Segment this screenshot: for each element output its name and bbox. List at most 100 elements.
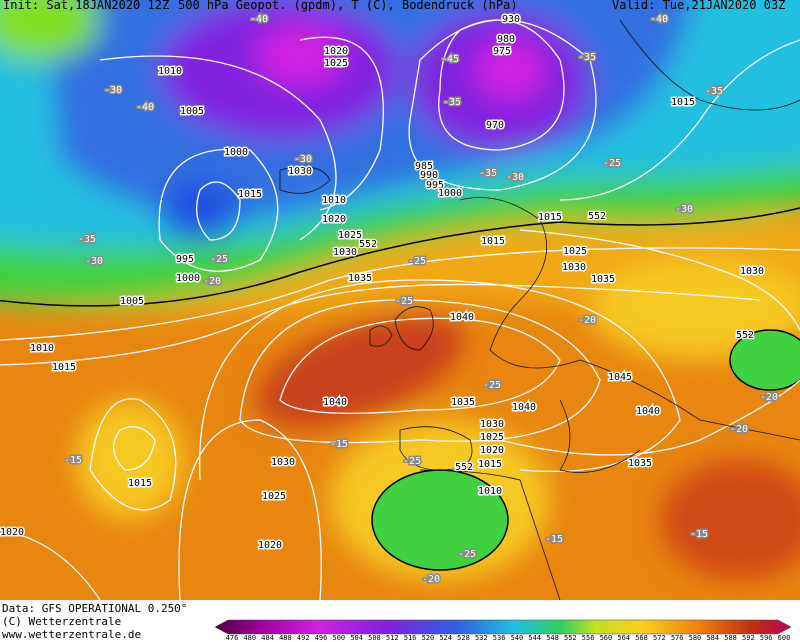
- colorbar-label: 476: [226, 634, 239, 642]
- colorbar-labels: 476 480 484 488 492 496 500 504 508 512 516 520 524 5…: [226, 634, 791, 642]
- pressure-label: 1030: [740, 266, 764, 277]
- data-source: Data: GFS OPERATIONAL 0.250°: [2, 602, 187, 615]
- colorbar-label: 504: [350, 634, 363, 642]
- colorbar-label: 496: [315, 634, 328, 642]
- colorbar-label: 512: [386, 634, 399, 642]
- contour-labels: 1010100510001020102510301015101010201025…: [0, 13, 780, 587]
- height-label: 552: [588, 211, 606, 222]
- pressure-label: 1020: [324, 46, 348, 57]
- coastlines: [279, 19, 800, 600]
- pressure-label: 930: [502, 14, 520, 25]
- temperature-label: -25: [408, 256, 426, 267]
- isobars: [0, 19, 800, 600]
- pressure-label: 1015: [52, 362, 76, 373]
- temperature-label: -20: [760, 392, 778, 403]
- temperature-label: -40: [650, 14, 668, 25]
- colorbar-label: 596: [760, 634, 773, 642]
- pressure-label: 1020: [0, 527, 24, 538]
- temperature-label: -20: [422, 574, 440, 585]
- colorbar-label: 600: [778, 634, 791, 642]
- temperature-label: -20: [203, 276, 221, 287]
- colorbar-label: 580: [689, 634, 702, 642]
- temperature-label: -15: [330, 439, 348, 450]
- pressure-label: 1015: [671, 97, 695, 108]
- copyright: (C) Wetterzentrale: [2, 615, 121, 628]
- pressure-label: 1015: [478, 459, 502, 470]
- pressure-label: 995: [426, 180, 444, 191]
- temperature-label: -30: [294, 154, 312, 165]
- colorbar-label: 492: [297, 634, 310, 642]
- pressure-label: 990: [420, 170, 438, 181]
- temperature-label: -20: [578, 315, 596, 326]
- colorbar-label: 592: [742, 634, 755, 642]
- pressure-label: 1020: [258, 540, 282, 551]
- temperature-label: -35: [479, 168, 497, 179]
- valid-time: Valid: Tue,21JAN2020 03Z: [612, 0, 785, 12]
- pressure-label: 995: [176, 254, 194, 265]
- temperature-label: -30: [85, 256, 103, 267]
- height-label: 552: [455, 462, 473, 473]
- pressure-label: 1015: [128, 478, 152, 489]
- pressure-label: 1030: [271, 457, 295, 468]
- colorbar-label: 516: [404, 634, 417, 642]
- temperature-label: -25: [403, 456, 421, 467]
- pressure-label: 1025: [262, 491, 286, 502]
- pressure-label: 1005: [180, 106, 204, 117]
- colorbar-label: 560: [600, 634, 613, 642]
- pressure-label: 1015: [538, 212, 562, 223]
- height-label: 552: [359, 239, 377, 250]
- colorbar-label: 584: [706, 634, 719, 642]
- init-time: Init: Sat,18JAN2020 12Z: [3, 0, 169, 12]
- colorbar-label: 520: [422, 634, 435, 642]
- temperature-label: -15: [545, 534, 563, 545]
- pressure-label: 1035: [591, 274, 615, 285]
- pressure-label: 1030: [288, 166, 312, 177]
- pressure-label: 1010: [478, 486, 502, 497]
- pressure-label: 1040: [636, 406, 660, 417]
- colorbar-label: 552: [564, 634, 577, 642]
- pressure-label: 1015: [238, 189, 262, 200]
- pressure-label: 1025: [324, 58, 348, 69]
- colorbar-label: 568: [635, 634, 648, 642]
- pressure-label: 1040: [450, 312, 474, 323]
- temperature-label: -25: [395, 296, 413, 307]
- temperature-label: -35: [78, 234, 96, 245]
- pressure-label: 970: [486, 120, 504, 131]
- pressure-label: 1030: [480, 419, 504, 430]
- colorbar-label: 544: [528, 634, 541, 642]
- pressure-label: 1040: [512, 402, 536, 413]
- colorbar-label: 572: [653, 634, 666, 642]
- url: www.wetterzentrale.de: [2, 628, 141, 641]
- map-title: 500 hPa Geopot. (gpdm), T (C), Bodendruc…: [178, 0, 518, 12]
- pressure-label: 1035: [628, 458, 652, 469]
- temperature-label: -30: [104, 85, 122, 96]
- pressure-label: 1025: [338, 230, 362, 241]
- colorbar-label: 536: [493, 634, 506, 642]
- pressure-label: 975: [493, 46, 511, 57]
- colorbar-label: 532: [475, 634, 488, 642]
- map-field: [0, 0, 800, 600]
- colorbar-label: 480: [243, 634, 256, 642]
- colorbar-label: 564: [617, 634, 630, 642]
- temperature-label: -40: [250, 14, 268, 25]
- pressure-label: 1000: [224, 147, 248, 158]
- pressure-label: 1005: [120, 296, 144, 307]
- temperature-label: -25: [603, 158, 621, 169]
- temperature-label: -30: [506, 172, 524, 183]
- colorbar-label: 524: [439, 634, 452, 642]
- colorbar: [214, 619, 792, 635]
- pressure-label: 985: [415, 161, 433, 172]
- pressure-label: 1030: [562, 262, 586, 273]
- temperature-label: -30: [675, 204, 693, 215]
- temperature-label: -40: [136, 102, 154, 113]
- temperature-label: -45: [441, 54, 459, 65]
- temperature-label: -15: [690, 529, 708, 540]
- pressure-label: 1010: [158, 66, 182, 77]
- pressure-label: 980: [497, 34, 515, 45]
- pressure-label: 1045: [608, 372, 632, 383]
- colorbar-label: 484: [261, 634, 274, 642]
- pressure-label: 1035: [451, 397, 475, 408]
- pressure-label: 1010: [30, 343, 54, 354]
- pressure-label: 1025: [563, 246, 587, 257]
